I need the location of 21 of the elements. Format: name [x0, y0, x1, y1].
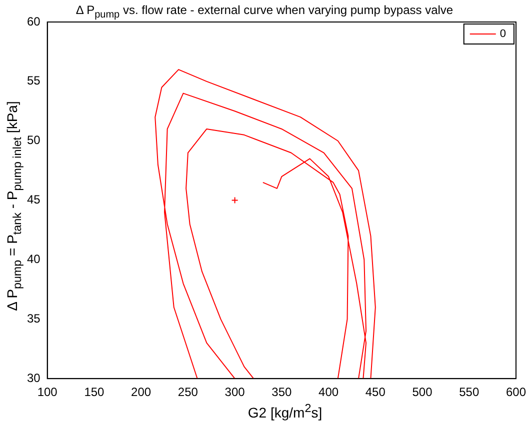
x-tick-label: 300	[224, 385, 246, 400]
x-tick-label: 150	[84, 385, 105, 400]
chart-title: Δ P$_{pump}$ vs. flow rate - external curve when varying pump bypass valve	[76, 3, 454, 20]
x-tick-label: 500	[412, 385, 433, 400]
y-tick-label: 30	[26, 370, 41, 385]
y-tick-label: 60	[26, 14, 41, 28]
x-tick-label: 550	[459, 385, 480, 400]
x-tick-label: 250	[178, 385, 198, 400]
y-tick-label: 45	[26, 192, 41, 207]
x-tick-label: 600	[506, 385, 526, 400]
legend-label: 0	[500, 28, 506, 40]
x-tick-label: 350	[272, 385, 292, 400]
y-tick-label: 35	[26, 311, 41, 326]
y-tick-label: 40	[26, 252, 41, 266]
y-tick-label: 50	[26, 133, 41, 148]
x-tick-label: 400	[318, 385, 339, 400]
x-axis-title: G2 [kg/m$^{2}$s]	[246, 402, 324, 421]
x-tick-label: 200	[131, 385, 152, 400]
x-tick-label: 450	[365, 385, 386, 400]
x-tick-label: 100	[37, 385, 58, 400]
y-tick-label: 55	[26, 74, 41, 88]
